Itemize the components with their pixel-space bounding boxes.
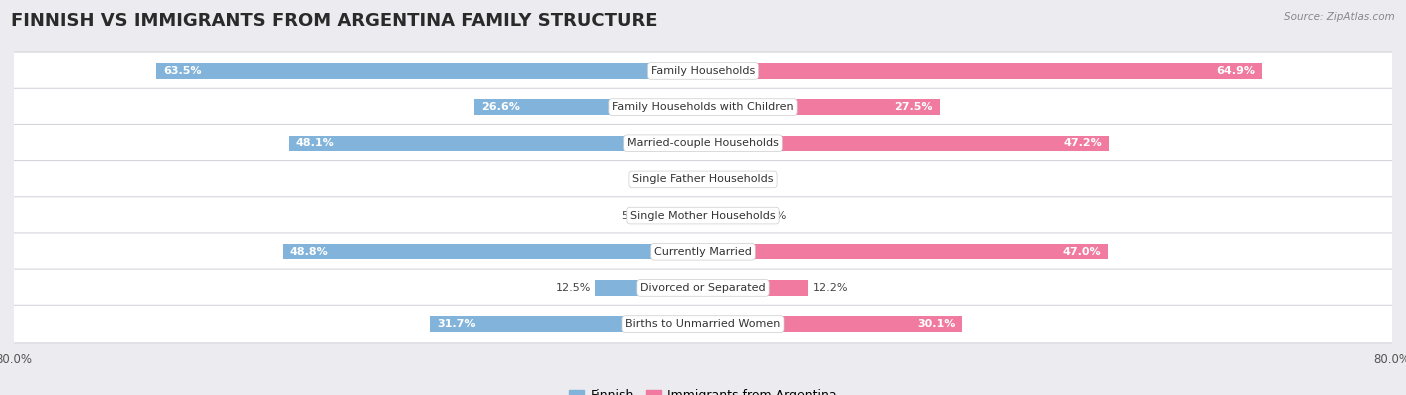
Text: Family Households: Family Households [651, 66, 755, 76]
Bar [703, 280, 808, 295]
Bar [682, 172, 703, 187]
Text: 63.5%: 63.5% [163, 66, 201, 76]
Bar [703, 100, 939, 115]
Text: 48.8%: 48.8% [290, 247, 329, 257]
Text: FINNISH VS IMMIGRANTS FROM ARGENTINA FAMILY STRUCTURE: FINNISH VS IMMIGRANTS FROM ARGENTINA FAM… [11, 12, 658, 30]
Bar [703, 316, 962, 332]
Text: Births to Unmarried Women: Births to Unmarried Women [626, 319, 780, 329]
FancyBboxPatch shape [10, 52, 1396, 90]
Text: 2.4%: 2.4% [650, 175, 678, 184]
Legend: Finnish, Immigrants from Argentina: Finnish, Immigrants from Argentina [564, 384, 842, 395]
Text: 2.2%: 2.2% [727, 175, 755, 184]
Bar [703, 172, 721, 187]
Bar [595, 280, 703, 295]
Text: 30.1%: 30.1% [917, 319, 955, 329]
Text: 27.5%: 27.5% [894, 102, 934, 112]
Bar [283, 244, 703, 260]
Text: 64.9%: 64.9% [1216, 66, 1256, 76]
Text: 47.0%: 47.0% [1063, 247, 1101, 257]
FancyBboxPatch shape [10, 161, 1396, 198]
Text: 48.1%: 48.1% [295, 138, 335, 148]
Text: Family Households with Children: Family Households with Children [612, 102, 794, 112]
Bar [703, 244, 1108, 260]
FancyBboxPatch shape [10, 233, 1396, 271]
Bar [703, 208, 754, 223]
Bar [654, 208, 703, 223]
Text: Source: ZipAtlas.com: Source: ZipAtlas.com [1284, 12, 1395, 22]
Text: Single Father Households: Single Father Households [633, 175, 773, 184]
Text: 12.5%: 12.5% [555, 283, 591, 293]
Text: 26.6%: 26.6% [481, 102, 520, 112]
Text: 12.2%: 12.2% [813, 283, 848, 293]
FancyBboxPatch shape [10, 197, 1396, 234]
FancyBboxPatch shape [10, 305, 1396, 343]
Text: 5.7%: 5.7% [621, 211, 650, 220]
Text: 47.2%: 47.2% [1064, 138, 1102, 148]
Text: Married-couple Households: Married-couple Households [627, 138, 779, 148]
Text: 31.7%: 31.7% [437, 319, 475, 329]
Text: 5.9%: 5.9% [758, 211, 786, 220]
Bar [430, 316, 703, 332]
Bar [703, 135, 1109, 151]
FancyBboxPatch shape [10, 88, 1396, 126]
Bar [474, 100, 703, 115]
Bar [703, 63, 1263, 79]
Bar [156, 63, 703, 79]
Text: Divorced or Separated: Divorced or Separated [640, 283, 766, 293]
Bar [288, 135, 703, 151]
Text: Single Mother Households: Single Mother Households [630, 211, 776, 220]
FancyBboxPatch shape [10, 124, 1396, 162]
Text: Currently Married: Currently Married [654, 247, 752, 257]
FancyBboxPatch shape [10, 269, 1396, 307]
